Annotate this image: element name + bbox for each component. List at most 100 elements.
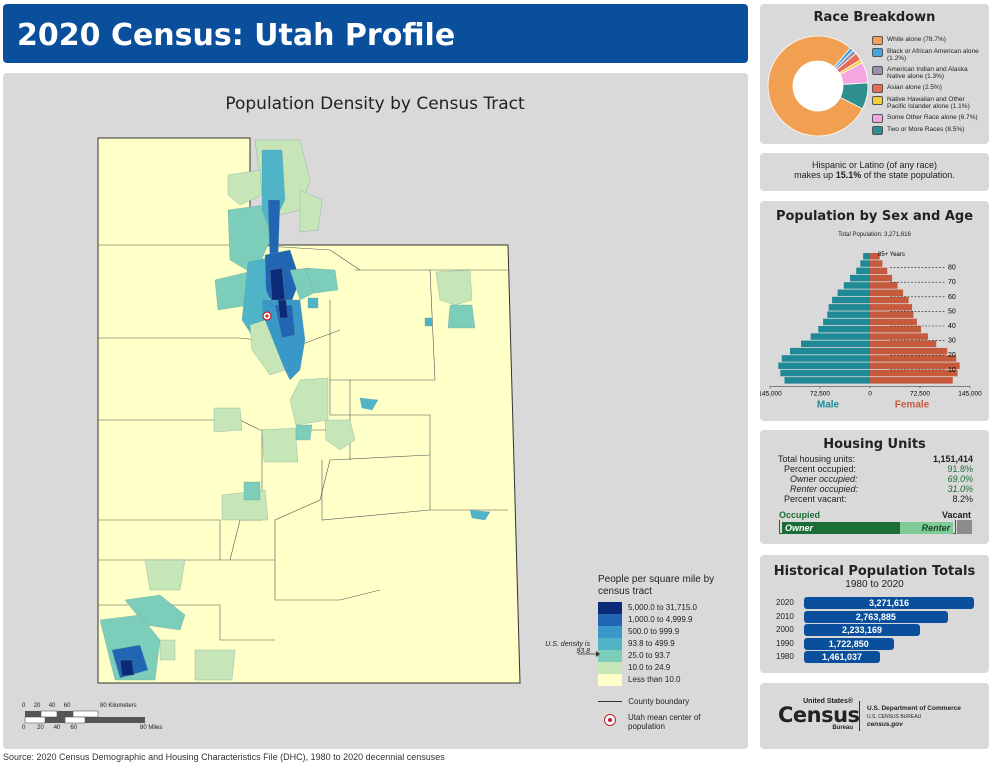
- title-bar: 2020 Census: Utah Profile: [3, 4, 748, 63]
- female-bar: [870, 362, 960, 369]
- hispanic-line2: makes up 15.1% of the state population.: [794, 170, 955, 180]
- utah-map: [24, 137, 521, 724]
- density-label: 500.0 to 999.9: [628, 627, 680, 636]
- male-bar: [790, 347, 870, 355]
- total-population: Total Population: 3,271,616: [838, 232, 911, 238]
- housing-value: 31.0%: [947, 484, 973, 494]
- male-bar: [778, 362, 870, 369]
- race-swatch: [872, 114, 883, 123]
- female-bar: [870, 304, 913, 311]
- female-bar: [870, 333, 928, 340]
- male-label: Male: [817, 399, 840, 410]
- female-bar: [870, 260, 883, 267]
- scale-km-label: 80 Kilometers: [100, 703, 137, 709]
- history-panel: Historical Population Totals 1980 to 202…: [760, 555, 989, 673]
- male-bar: [780, 369, 870, 377]
- housing-label: Percent vacant:: [784, 494, 847, 504]
- history-bar: [804, 651, 880, 663]
- history-value: 3,271,616: [869, 598, 910, 608]
- male-bar: [828, 304, 870, 311]
- density-swatch: [598, 602, 622, 614]
- mean-center-marker: [262, 311, 272, 321]
- housing-value: 69.0%: [947, 474, 973, 484]
- density-legend-row: 93.8 to 499.9: [598, 638, 738, 650]
- scale-bar-mi: [24, 716, 145, 724]
- us-density-arrow: [578, 651, 600, 657]
- female-bar: [870, 326, 922, 333]
- density-legend: People per square mile by census tract 5…: [598, 574, 738, 686]
- race-label: Two or More Races (8.5%): [887, 126, 965, 133]
- history-year: 2000: [776, 625, 794, 634]
- female-bar: [870, 340, 937, 348]
- legend-title: People per square mile by census tract: [598, 574, 715, 597]
- logo-divider: [859, 701, 860, 731]
- population-pyramid: 85+ Years 80 70 60 50 40 30 20 10 145,000 72,500 0 7…: [760, 252, 982, 410]
- history-value: 1,722,850: [828, 638, 869, 649]
- race-pie-chart: [767, 35, 869, 137]
- occupancy-bar: Owner Renter: [779, 520, 972, 536]
- density-swatch: [598, 614, 622, 626]
- housing-label: Owner occupied:: [790, 474, 858, 484]
- female-bar: [870, 318, 917, 326]
- female-bar: [870, 289, 904, 296]
- male-bar: [850, 274, 870, 282]
- female-bar: [870, 355, 957, 362]
- density-label: Less than 10.0: [628, 675, 681, 684]
- age-label: 20: [948, 352, 956, 359]
- density-label: 5,000.0 to 31,715.0: [628, 603, 697, 612]
- history-year: 1990: [776, 638, 794, 648]
- female-bar: [870, 274, 893, 282]
- male-bar: [837, 289, 870, 296]
- density-label: 25.0 to 93.7: [628, 651, 671, 660]
- scale-bar-km: [25, 710, 99, 718]
- density-tracts: [99, 139, 491, 681]
- density-label: 1,000.0 to 4,999.9: [628, 615, 693, 624]
- history-subtitle: 1980 to 2020: [845, 579, 904, 590]
- housing-title: Housing Units: [823, 437, 926, 452]
- race-legend: White alone (78.7%) Black or African Amer…: [872, 36, 987, 138]
- male-bar: [832, 296, 870, 304]
- male-bar: [818, 326, 870, 333]
- census-logo: United States® Census Bureau: [778, 698, 860, 731]
- vacant-bar: [957, 520, 972, 534]
- density-swatch: [598, 650, 622, 662]
- race-swatch: [872, 96, 883, 105]
- scale-mi-ticks: 0 20 40 60: [22, 725, 78, 731]
- history-year: 1980: [776, 652, 794, 661]
- female-bar: [870, 253, 880, 260]
- hispanic-line1: Hispanic or Latino (of any race): [811, 160, 938, 170]
- age-label: 50: [948, 308, 956, 315]
- pyramid-tick-label: 0: [868, 390, 872, 397]
- male-bar: [781, 355, 870, 362]
- density-legend-row: 1,000.0 to 4,999.9: [598, 614, 738, 626]
- race-swatch: [872, 66, 883, 75]
- pyramid-tick-label: 72,500: [910, 390, 930, 397]
- female-bar: [870, 377, 953, 384]
- housing-row: Owner occupied: 69.0%: [778, 474, 973, 484]
- age-label: 70: [948, 279, 956, 286]
- pyramid-title: Population by Sex and Age: [775, 209, 974, 224]
- race-label: White alone (78.7%): [887, 36, 946, 43]
- race-label: American Indian and Alaska Native alone …: [887, 66, 968, 80]
- history-value: 2,763,885: [855, 611, 896, 622]
- male-bar: [784, 377, 870, 384]
- male-bar: [856, 267, 870, 275]
- county-boundaries: [98, 244, 508, 641]
- age-label: 80: [948, 265, 956, 272]
- housing-row: Renter occupied: 31.0%: [778, 484, 973, 494]
- history-bar: [804, 637, 894, 650]
- density-legend-row: 500.0 to 999.9: [598, 626, 738, 638]
- age-label: 60: [948, 294, 956, 301]
- dept-info: U.S. Department of Commerce U.S. CENSUS …: [867, 705, 961, 728]
- housing-row: Total housing units: 1,151,414: [778, 454, 973, 464]
- source-note: Source: 2020 Census Demographic and Hous…: [3, 752, 445, 762]
- density-label: 10.0 to 24.9: [628, 663, 671, 672]
- housing-label: Total housing units:: [778, 454, 856, 464]
- race-panel: Race Breakdown White alone (78.7%) Black …: [760, 4, 989, 144]
- male-bar: [860, 260, 870, 267]
- race-swatch: [872, 84, 883, 93]
- male-bar: [801, 340, 870, 348]
- history-year: 2010: [776, 611, 794, 621]
- race-label: Asian alone (2.5%): [887, 84, 942, 91]
- history-bar: [804, 610, 948, 623]
